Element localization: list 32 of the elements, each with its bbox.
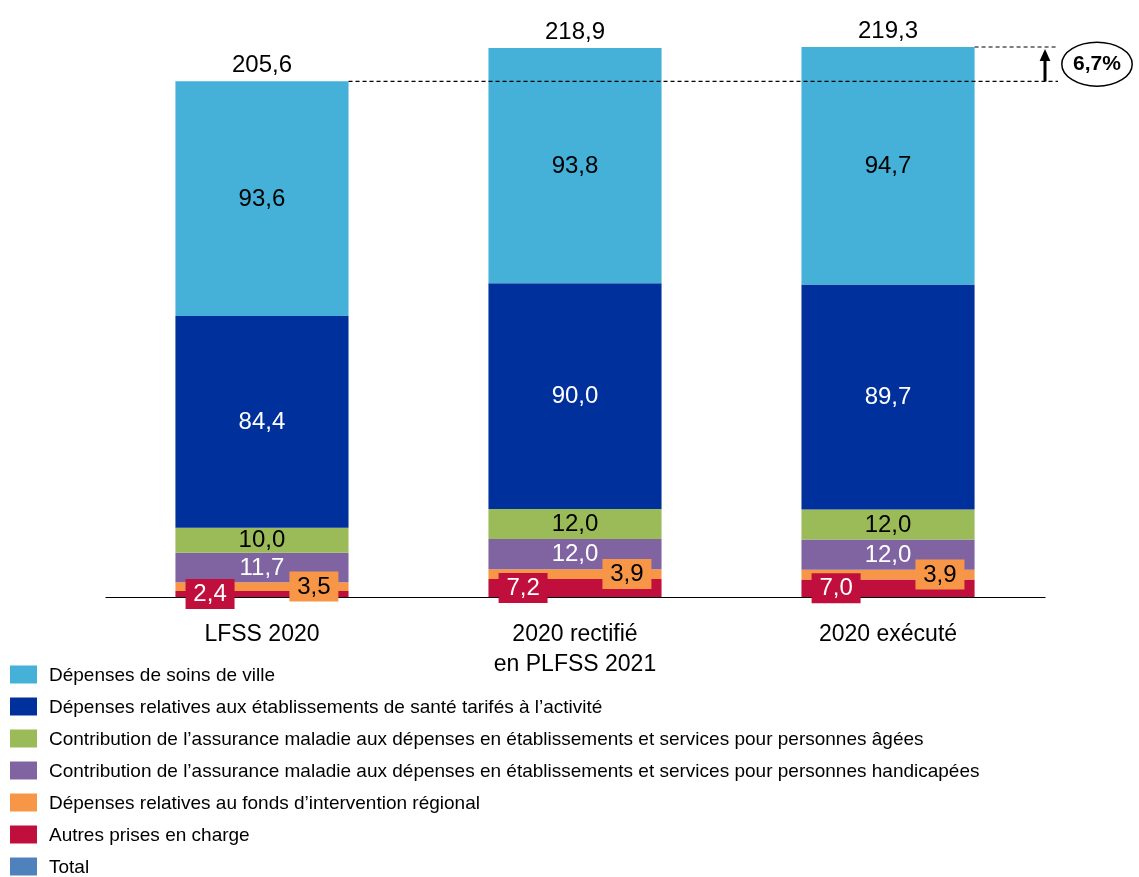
legend-label: Contribution de l’assurance maladie aux dépenses en établissements et services pour personnes âgées	[49, 727, 924, 749]
data-label: 12,0	[864, 539, 912, 567]
x-tick-label: LFSS 2020	[204, 619, 320, 646]
data-label: 3,9	[610, 559, 644, 587]
x-tick-label: 2020 exécuté	[818, 619, 958, 646]
data-label: 12,0	[551, 509, 599, 537]
legend-label: Dépenses de soins de ville	[49, 663, 276, 685]
data-label: 89,7	[864, 381, 912, 409]
legend-label: Dépenses relatives au fonds d’intervention régional	[49, 791, 480, 813]
data-label: 93,6	[238, 183, 286, 211]
x-tick-label: 2020 rectifié en PLFSS 2021	[493, 619, 657, 676]
data-label: 94,7	[864, 150, 912, 178]
data-label: 90,0	[551, 381, 599, 409]
legend-label: Dépenses relatives aux établissements de santé tarifés à l’activité	[49, 695, 603, 717]
legend-label: Contribution de l’assurance maladie aux dépenses en établissements et services pour personnes handicapées	[49, 759, 980, 781]
legend-label: Total	[49, 855, 90, 877]
legend-label: Autres prises en charge	[49, 823, 250, 845]
total-label: 205,6	[231, 50, 293, 78]
data-label: 10,0	[238, 525, 286, 553]
data-label: 12,0	[864, 509, 912, 537]
text: 6,7%	[1073, 51, 1122, 75]
data-label: 2,4	[193, 578, 227, 606]
data-label: 3,5	[297, 571, 331, 599]
data-label: 93,8	[551, 150, 599, 178]
data-label: 12,0	[551, 539, 599, 567]
total-label: 219,3	[857, 16, 919, 43]
data-label: 7,2	[506, 572, 540, 600]
data-label: 3,9	[923, 559, 957, 587]
total-label: 218,9	[544, 17, 606, 44]
data-label: 11,7	[239, 552, 285, 580]
data-label: 7,0	[819, 573, 853, 601]
data-label: 84,4	[238, 406, 286, 434]
